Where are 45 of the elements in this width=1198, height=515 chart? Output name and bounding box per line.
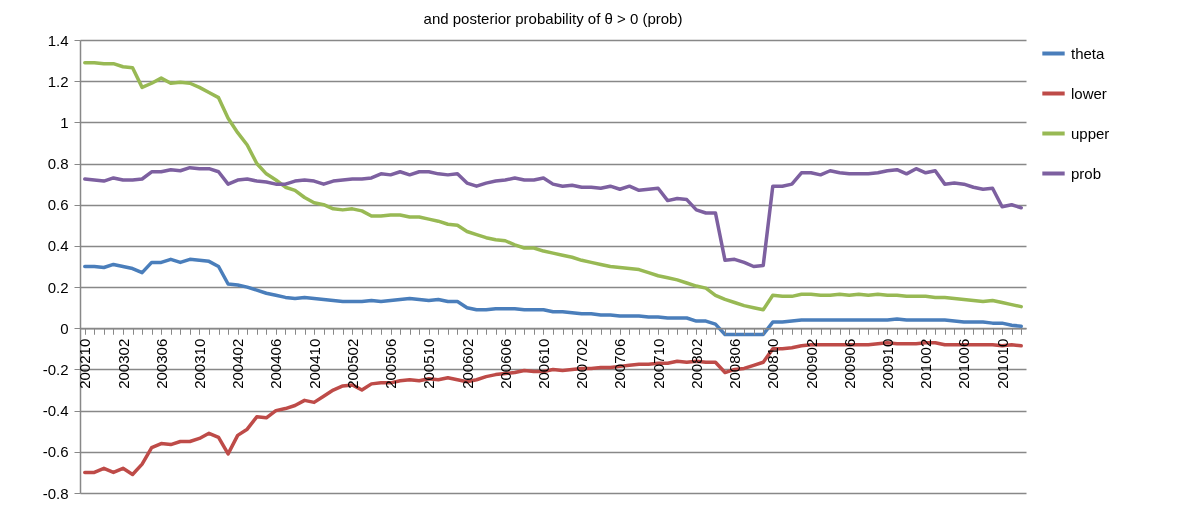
x-tick-label: 200906 xyxy=(840,338,858,389)
x-tick-label: 200910 xyxy=(878,338,896,389)
x-tick-label: 200602 xyxy=(458,338,476,389)
y-tick-label: 0.4 xyxy=(47,237,69,255)
x-tick-label: 200402 xyxy=(229,338,247,389)
y-tick-label: 0.8 xyxy=(47,155,69,173)
y-tick-label: 1.4 xyxy=(47,31,69,49)
x-tick-label: 200306 xyxy=(152,338,170,389)
x-tick-label: 200506 xyxy=(382,338,400,389)
x-tick-label: 200706 xyxy=(611,338,629,389)
y-tick-label: -0.4 xyxy=(42,402,69,420)
x-tick-label: 200510 xyxy=(420,338,438,389)
legend-label: theta xyxy=(1071,44,1106,62)
y-tick-label: -0.6 xyxy=(42,443,69,461)
x-tick-label: 200702 xyxy=(573,338,591,389)
line-series xyxy=(83,165,1023,269)
y-tick-label: 1.2 xyxy=(47,72,69,90)
x-tick-label: 201002 xyxy=(917,338,935,389)
x-tick-label: 200502 xyxy=(343,338,361,389)
chart-title: and posterior probability of θ > 0 (prob) xyxy=(423,10,683,27)
line-series xyxy=(83,257,1023,337)
x-tick-label: 201010 xyxy=(993,338,1011,389)
y-tick-label: 0.6 xyxy=(47,196,69,214)
y-tick-label: -0.2 xyxy=(42,360,69,378)
legend-label: prob xyxy=(1071,164,1102,182)
y-tick-label: 0.2 xyxy=(47,278,69,296)
y-tick-label: 0 xyxy=(60,319,69,337)
x-tick-label: 200902 xyxy=(802,338,820,389)
x-tick-label: 200710 xyxy=(649,338,667,389)
legend-label: upper xyxy=(1071,124,1110,142)
x-tick-label: 200310 xyxy=(190,338,208,389)
x-tick-label: 200810 xyxy=(764,338,782,389)
x-tick-label: 200406 xyxy=(267,338,285,389)
x-tick-label: 200210 xyxy=(76,338,94,389)
y-tick-label: 1 xyxy=(60,113,69,131)
legend-label: lower xyxy=(1071,84,1107,102)
x-tick-label: 200302 xyxy=(114,338,132,389)
x-tick-label: 200410 xyxy=(305,338,323,389)
x-tick-label: 200610 xyxy=(534,338,552,389)
x-tick-label: 200606 xyxy=(496,338,514,389)
x-tick-label: 201006 xyxy=(955,338,973,389)
x-tick-label: 200802 xyxy=(687,338,705,389)
y-tick-label: -0.8 xyxy=(42,484,69,502)
x-tick-label: 200806 xyxy=(726,338,744,389)
line-series xyxy=(83,60,1023,312)
